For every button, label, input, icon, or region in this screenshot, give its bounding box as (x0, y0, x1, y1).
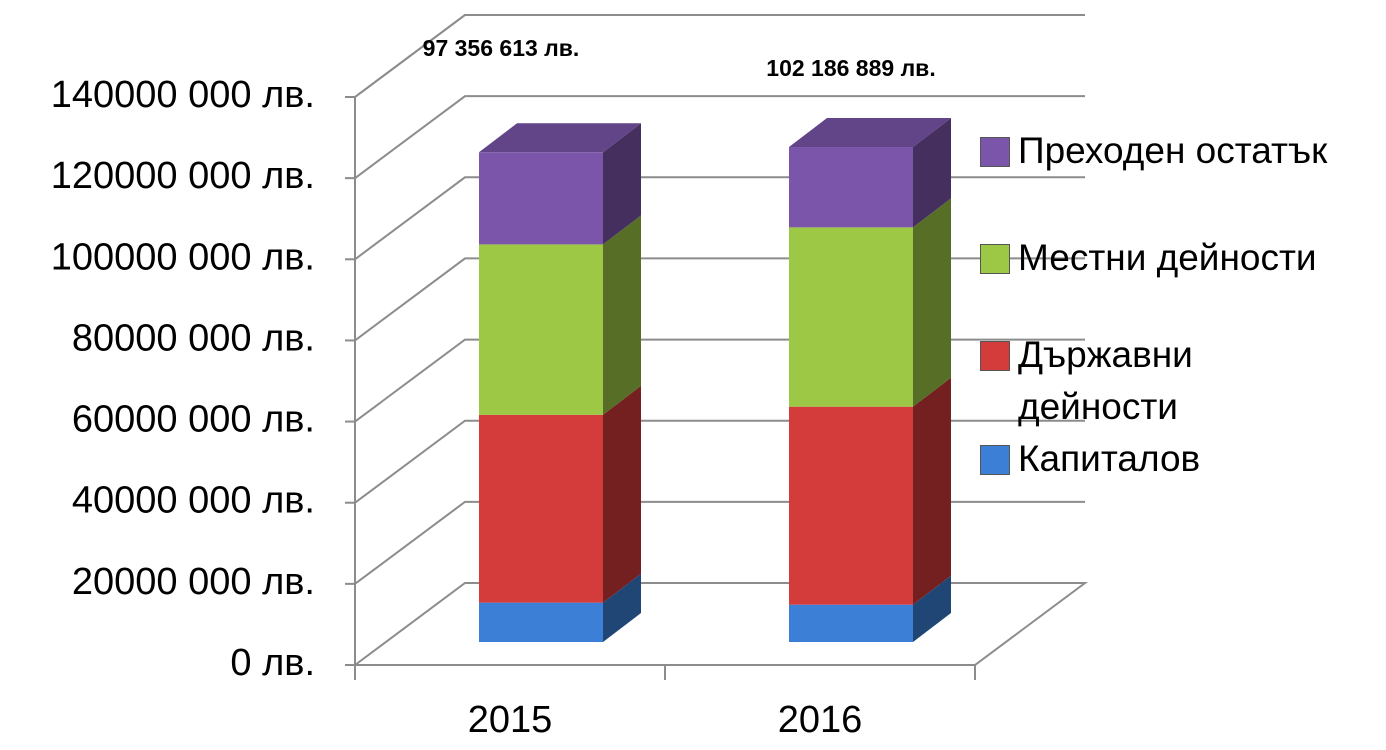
legend-swatch (980, 244, 1010, 274)
bar-segment (789, 227, 913, 407)
y-tick-label: 100000 000 лв. (51, 236, 315, 278)
bar-side (603, 573, 641, 642)
bar-side (913, 118, 951, 228)
grid-line (354, 257, 1085, 342)
y-tick-label: 40000 000 лв. (72, 480, 315, 522)
bar-segment (479, 244, 603, 415)
y-tick-label: 20000 000 лв. (72, 561, 315, 603)
grid-line (354, 95, 1085, 179)
x-tick-label: 2016 (778, 699, 863, 741)
y-tick-label: 0 лв. (230, 642, 315, 684)
bar-segment (789, 147, 913, 228)
legend-label: Преходен остатък (1018, 130, 1328, 171)
y-tick-label: 140000 000 лв. (51, 74, 315, 116)
back-wall-top (354, 14, 1085, 98)
y-tick-label: 60000 000 лв. (72, 399, 315, 441)
x-tick-label: 2015 (468, 699, 553, 741)
legend-item: Държавни дейности (980, 329, 1380, 433)
legend-item: Преходен остатък (980, 125, 1380, 177)
y-tick-label: 120000 000 лв. (51, 155, 315, 197)
bar-segment (479, 602, 603, 642)
legend-swatch (980, 341, 1010, 371)
total-annotation: 97 356 613 лв. (423, 35, 580, 61)
legend-item: Местни дейности (980, 232, 1380, 284)
legend-label: Държавни дейности (1018, 334, 1193, 427)
bar-side (603, 385, 641, 603)
bar-top (479, 123, 641, 153)
grid-line (354, 500, 1085, 585)
legend-label: Местни дейности (1018, 237, 1317, 278)
legend-item: Капиталов (980, 433, 1380, 485)
total-annotation: 102 186 889 лв. (766, 55, 935, 81)
grid-line (354, 338, 1085, 423)
grid-line (354, 419, 1085, 504)
bar-segment (479, 152, 603, 245)
bar-side (603, 123, 641, 245)
bar-segment (789, 604, 913, 642)
bar-segment (479, 414, 603, 603)
bar-side (603, 215, 641, 415)
floor (354, 582, 1089, 666)
legend: Преходен остатък Местни дейности Държавни … (980, 125, 1380, 485)
grid-line (354, 176, 1085, 261)
legend-label: Капиталов (1018, 438, 1201, 479)
y-tick-label: 80000 000 лв. (72, 317, 315, 359)
bar-top (789, 118, 951, 148)
bar-segment (789, 406, 913, 605)
legend-swatch (980, 445, 1010, 475)
bar-side (913, 377, 951, 605)
bar-side (913, 575, 951, 642)
legend-swatch (980, 137, 1010, 167)
bar-side (913, 198, 951, 407)
